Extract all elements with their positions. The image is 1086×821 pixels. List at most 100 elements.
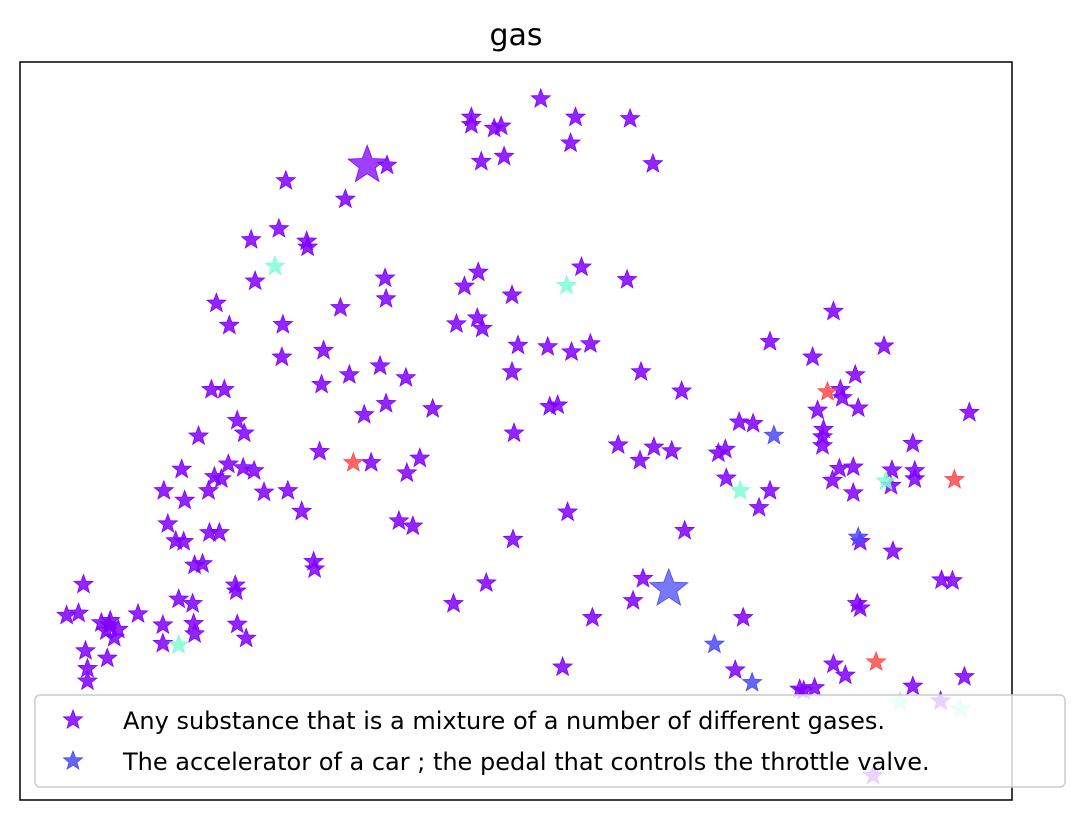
series-3-points [342, 380, 966, 672]
scatter-point [67, 602, 90, 623]
scatter-point [873, 334, 895, 356]
scatter-point [187, 425, 210, 446]
scatter-point [360, 451, 382, 472]
scatter-point [579, 332, 601, 353]
scatter-point [272, 313, 294, 334]
scatter-point [422, 397, 444, 418]
scatter-point [243, 459, 265, 480]
scatter-point [501, 360, 523, 381]
scatter-point [581, 606, 603, 627]
scatter-point [732, 606, 754, 627]
scatter-point [941, 569, 964, 590]
scatter-point [507, 334, 529, 355]
scatter-point [503, 422, 525, 443]
scatter-point [152, 632, 174, 653]
scatter-point [375, 392, 397, 413]
scatter-point [96, 647, 118, 668]
scatter-point [297, 236, 319, 257]
scatter-point [715, 467, 737, 488]
scatter-point [671, 380, 693, 401]
scatter-point [353, 403, 375, 424]
scatter-point [275, 169, 297, 190]
scatter-point [559, 132, 582, 153]
scatter-point [728, 410, 750, 432]
centroid-marker [347, 144, 388, 183]
scatter-point [629, 449, 651, 470]
scatter-point [471, 317, 493, 338]
scatter-point [308, 440, 331, 461]
legend-label-series-0: Any substance that is a mixture of a num… [123, 707, 885, 735]
legend-label-series-1: The accelerator of a car ; the pedal tha… [122, 748, 930, 776]
scatter-point [217, 453, 239, 474]
scatter-point [171, 458, 193, 479]
scatter-point [342, 451, 364, 472]
scatter-point [714, 438, 736, 459]
scatter-point [802, 346, 824, 367]
scatter-point [630, 360, 652, 381]
scatter-point [310, 373, 333, 394]
scatter-point [806, 399, 829, 420]
scatter-point [374, 267, 396, 288]
scatter-point [741, 671, 763, 692]
scatter-point [560, 340, 583, 362]
legend-marker-series-1 [62, 749, 84, 771]
scatter-point [376, 154, 398, 175]
scatter-point [555, 274, 578, 295]
scatter-point [235, 627, 257, 648]
scatter-point [882, 540, 904, 561]
scatter-points-layer [56, 87, 980, 785]
scatter-point [943, 468, 966, 489]
scatter-point [225, 580, 247, 601]
scatter-point [240, 228, 262, 249]
scatter-point [253, 481, 275, 502]
scatter-point [502, 528, 524, 549]
scatter-point [107, 618, 129, 639]
scatter-point [622, 589, 644, 610]
scatter-point [268, 217, 290, 238]
scatter-point [821, 469, 844, 490]
scatter-point [445, 312, 468, 334]
scatter-point [490, 115, 512, 136]
scatter-point [226, 613, 248, 634]
scatter-point [470, 150, 492, 171]
scatter-point [865, 650, 887, 672]
scatter-point [849, 596, 871, 618]
scatter-point [607, 433, 629, 455]
scatter-point [902, 432, 924, 453]
scatter-point [661, 439, 683, 460]
scatter-point [369, 354, 391, 376]
legend-box [34, 694, 1066, 788]
scatter-point [173, 530, 195, 551]
scatter-point [460, 113, 482, 134]
scatter-point [213, 378, 235, 399]
scatter-point [453, 275, 476, 296]
scatter-point [724, 658, 746, 680]
scatter-point [816, 380, 839, 401]
scatter-point [329, 296, 352, 317]
scatter-point [875, 470, 897, 491]
scatter-point [264, 255, 286, 276]
scatter-point [183, 622, 206, 643]
scatter-point [570, 256, 593, 277]
scatter-point [103, 626, 125, 647]
scatter-point [564, 106, 587, 127]
scatter-point [642, 152, 664, 173]
scatter-point [197, 479, 220, 500]
scatter-point [803, 676, 826, 697]
scatter-point [466, 306, 488, 328]
scatter-point [953, 665, 975, 686]
scatter-point [334, 188, 356, 209]
scatter-point [748, 496, 770, 517]
scatter-point [930, 568, 953, 590]
scatter-point [729, 479, 751, 500]
plot-area-frame [19, 61, 1013, 801]
scatter-point [338, 363, 360, 384]
scatter-point [475, 571, 497, 593]
scatter-point [76, 670, 99, 691]
scatter-point [811, 434, 834, 455]
scatter-point [174, 489, 196, 510]
centroid-marker [648, 567, 689, 607]
scatter-point [208, 521, 230, 542]
scatter-point [395, 366, 417, 387]
scatter-point [402, 515, 424, 536]
